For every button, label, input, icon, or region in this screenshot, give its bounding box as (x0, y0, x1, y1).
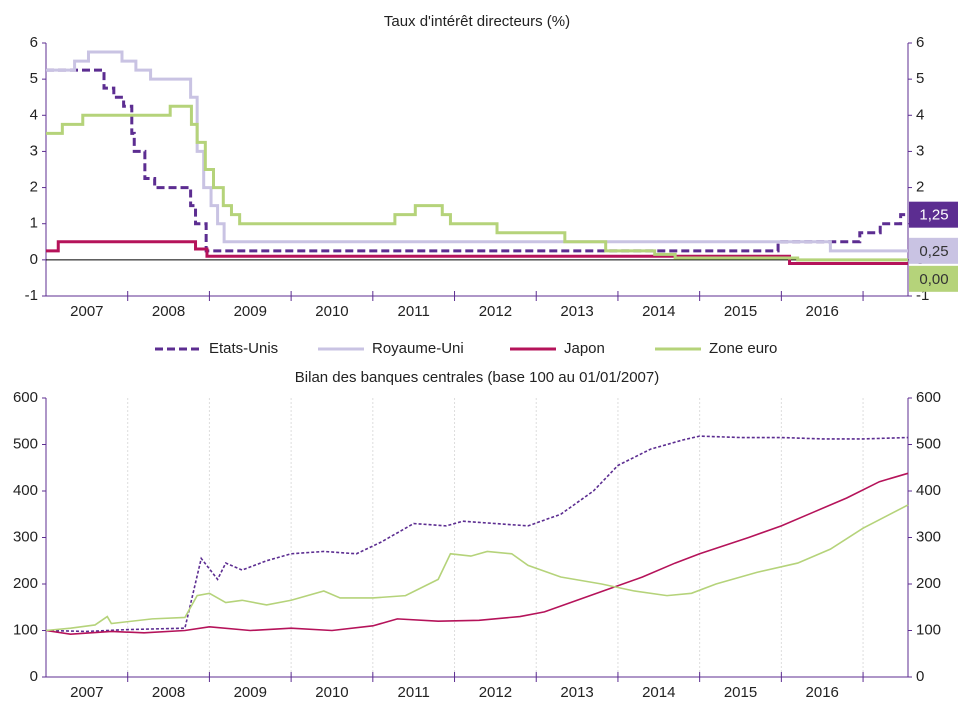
series-line (45, 472, 909, 636)
y-tick-label: 1 (30, 215, 38, 232)
y2-tick-label: 200 (916, 575, 941, 592)
y2-tick-label: 2 (916, 179, 924, 196)
y-tick-label: 200 (13, 575, 38, 592)
y2-tick-label: 0 (916, 668, 924, 685)
end-label-box (909, 237, 958, 264)
series-line (46, 104, 908, 262)
end-label: 0,25 (919, 243, 948, 260)
y-tick-label: 300 (13, 528, 38, 545)
y-tick-label: 3 (30, 142, 38, 159)
x-tick-label: 2011 (398, 303, 430, 320)
x-tick-label: 2007 (70, 684, 103, 701)
series-line (46, 68, 908, 253)
x-tick-label: 2016 (806, 684, 839, 701)
x-tick-label: 2010 (315, 684, 348, 701)
y-tick-label: 2 (30, 179, 38, 196)
y-tick-label: 600 (13, 389, 38, 406)
y-tick-label: 5 (30, 70, 38, 87)
y-tick-label: 100 (13, 621, 38, 638)
legend-label: Etats-Unis (209, 340, 278, 357)
y2-tick-label: 6 (916, 34, 924, 51)
y-tick-label: 4 (30, 106, 38, 123)
y2-tick-label: 4 (916, 106, 924, 123)
y-tick-label: 400 (13, 482, 38, 499)
x-tick-label: 2016 (806, 303, 839, 320)
y-tick-label: -1 (25, 287, 38, 304)
y2-tick-label: 100 (916, 621, 941, 638)
x-tick-label: 2011 (398, 684, 430, 701)
y-tick-label: 0 (30, 251, 38, 268)
x-tick-label: 2015 (724, 684, 757, 701)
end-label: 0,00 (919, 271, 948, 288)
x-tick-label: 2014 (642, 684, 675, 701)
chart-title: Bilan des banques centrales (base 100 au… (295, 369, 659, 386)
x-tick-label: 2014 (642, 303, 675, 320)
x-tick-label: 2009 (234, 684, 267, 701)
series-line (46, 240, 908, 265)
y-tick-label: 6 (30, 34, 38, 51)
x-tick-label: 2012 (479, 303, 512, 320)
x-tick-label: 2012 (479, 684, 512, 701)
end-label-box (909, 265, 958, 292)
end-label-box (909, 201, 958, 228)
x-tick-label: 2010 (315, 303, 348, 320)
series-line (46, 50, 908, 253)
x-tick-label: 2009 (234, 303, 267, 320)
x-tick-label: 2013 (560, 303, 593, 320)
y2-tick-label: 500 (916, 435, 941, 452)
y2-tick-label: 600 (916, 389, 941, 406)
x-tick-label: 2008 (152, 303, 185, 320)
chart-title: Taux d'intérêt directeurs (%) (384, 13, 570, 30)
y2-tick-label: 5 (916, 70, 924, 87)
y2-tick-label: 300 (916, 528, 941, 545)
legend-label: Royaume-Uni (372, 340, 464, 357)
legend-label: Zone euro (709, 340, 777, 357)
x-tick-label: 2013 (560, 684, 593, 701)
x-tick-label: 2007 (70, 303, 103, 320)
x-tick-label: 2015 (724, 303, 757, 320)
y-tick-label: 0 (30, 668, 38, 685)
legend-label: Japon (564, 340, 605, 357)
series-line (45, 435, 909, 633)
end-label: 1,25 (919, 207, 948, 224)
y2-tick-label: 3 (916, 142, 924, 159)
y-tick-label: 500 (13, 435, 38, 452)
x-tick-label: 2008 (152, 684, 185, 701)
y2-tick-label: 400 (916, 482, 941, 499)
series-line (45, 504, 909, 632)
